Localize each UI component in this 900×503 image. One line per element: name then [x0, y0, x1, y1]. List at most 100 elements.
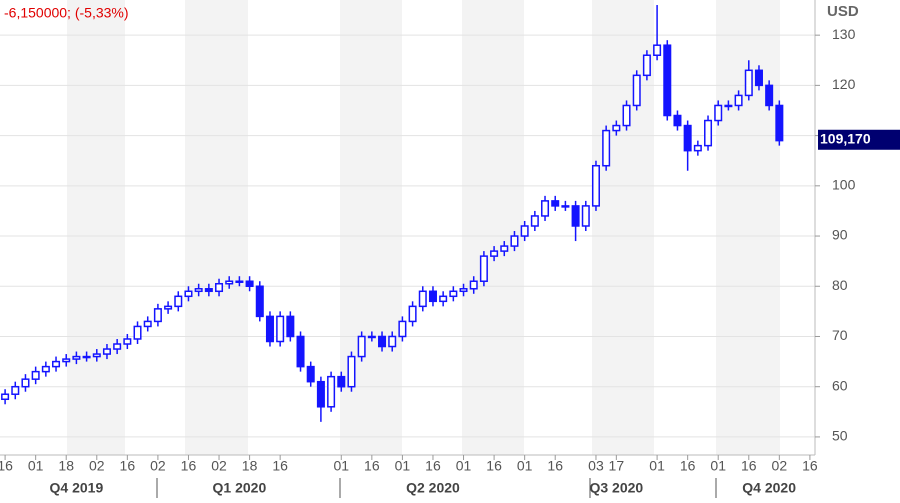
- y-tick-label: 130: [832, 26, 856, 42]
- candle-body: [724, 104, 733, 108]
- candle-body: [255, 285, 264, 318]
- candle-body: [612, 124, 621, 132]
- candle-body: [490, 250, 499, 257]
- candle-body: [765, 84, 774, 107]
- x-tick-label: 01: [28, 458, 44, 474]
- candle-body: [673, 114, 682, 127]
- candle-body: [581, 205, 590, 227]
- x-tick-label: 16: [741, 458, 757, 474]
- candle-body: [449, 290, 458, 298]
- x-tick-label: 18: [242, 458, 258, 474]
- period-label: Q4 2019: [50, 480, 104, 496]
- candles: [1, 5, 784, 422]
- candle-body: [775, 104, 784, 142]
- candle-body: [398, 320, 407, 338]
- candle-body: [265, 315, 274, 343]
- x-tick-label: 01: [333, 458, 349, 474]
- candle-body: [357, 335, 366, 358]
- candle-body: [642, 54, 651, 77]
- candle-body: [439, 295, 448, 303]
- candle-body: [734, 94, 743, 107]
- candle-body: [704, 119, 713, 147]
- candle-body: [286, 315, 295, 338]
- y-tick-label: 100: [832, 177, 856, 193]
- y-tick-label: 90: [832, 227, 848, 243]
- candle-body: [632, 74, 641, 107]
- candle-body: [418, 290, 427, 308]
- candle-body: [31, 370, 40, 380]
- candle-body: [296, 335, 305, 368]
- quarter-separators: [156, 478, 717, 498]
- x-tick-label: 16: [181, 458, 197, 474]
- candle-body: [316, 380, 325, 408]
- candle-body: [714, 104, 723, 122]
- candle-body: [693, 144, 702, 152]
- candle-body: [653, 44, 662, 56]
- x-tick-label: 01: [710, 458, 726, 474]
- candle-body: [744, 69, 753, 97]
- candle-body: [204, 288, 213, 293]
- candle-body: [388, 335, 397, 348]
- candle-body: [541, 200, 550, 217]
- candle-body: [510, 235, 519, 247]
- x-tick-label: 01: [395, 458, 411, 474]
- candle-body: [1, 393, 10, 401]
- x-tick-label: 02: [89, 458, 105, 474]
- x-tick-label: 16: [364, 458, 380, 474]
- candle-body: [754, 69, 763, 87]
- candle-body: [591, 164, 600, 207]
- candle-body: [153, 308, 162, 323]
- unit-label: USD: [827, 3, 859, 20]
- candle-body: [500, 245, 509, 252]
- x-tick-label: 16: [0, 458, 13, 474]
- last-price-label: 109,170: [820, 130, 871, 146]
- candle-body: [41, 365, 50, 373]
- candle-body: [327, 375, 336, 408]
- candle-body: [184, 290, 193, 298]
- candle-body: [683, 124, 692, 152]
- candle-body: [92, 353, 101, 358]
- change-text: -6,150000; (-5,33%): [4, 5, 129, 21]
- candle-body: [367, 335, 376, 339]
- candle-body: [378, 335, 387, 348]
- candle-body: [459, 288, 468, 293]
- x-tick-label: 16: [547, 458, 563, 474]
- candle-body: [194, 288, 203, 293]
- candle-body: [571, 205, 580, 227]
- candle-body: [102, 348, 111, 355]
- candle-body: [113, 343, 122, 350]
- y-tick-label: 50: [832, 428, 848, 444]
- candle-body: [11, 385, 20, 395]
- candle-body: [143, 320, 152, 328]
- x-tick-label: 01: [517, 458, 533, 474]
- x-tick-label: 02: [150, 458, 166, 474]
- candle-body: [276, 315, 285, 343]
- candle-body: [235, 280, 244, 283]
- candle-body: [337, 375, 346, 388]
- candle-body: [21, 378, 30, 388]
- candle-body: [479, 255, 488, 282]
- x-tick-label: 16: [120, 458, 136, 474]
- candle-body: [52, 360, 61, 368]
- candle-body: [520, 225, 529, 237]
- x-tick-label: 16: [425, 458, 441, 474]
- candle-body: [561, 205, 570, 208]
- y-tick-label: 60: [832, 377, 848, 393]
- candle-body: [530, 215, 539, 227]
- y-tick-label: 80: [832, 277, 848, 293]
- axes: 5060708090100110120130160118Q4 201902160…: [0, 26, 900, 496]
- candle-body: [245, 280, 254, 288]
- last-price-box: [818, 129, 900, 150]
- x-tick-label: 02: [211, 458, 227, 474]
- x-tick-label: 16: [680, 458, 696, 474]
- x-tick-label: 16: [272, 458, 288, 474]
- candle-body: [663, 44, 672, 117]
- candle-body: [62, 358, 71, 363]
- candle-body: [225, 280, 234, 285]
- candle-body: [602, 129, 611, 167]
- candle-body: [622, 104, 631, 127]
- candle-body: [164, 305, 173, 310]
- period-label: Q3 2020: [589, 480, 643, 496]
- candle-body: [123, 338, 132, 345]
